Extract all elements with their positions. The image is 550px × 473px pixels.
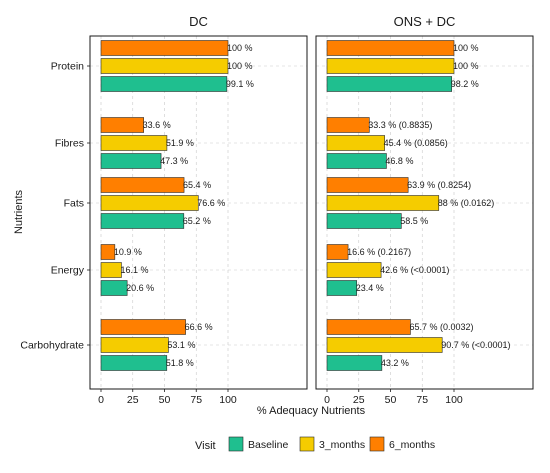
bar-Baseline-protein (100, 76, 228, 92)
data-label: 51.8 % (166, 358, 194, 368)
x-tick-label: 75 (416, 394, 428, 406)
bar-6_months-energy (100, 244, 116, 260)
data-label: 47.3 % (160, 156, 188, 166)
x-tick-label: 25 (127, 394, 139, 406)
data-label: 42.6 % (<0.0001) (380, 265, 449, 275)
bar-3_months-carbohydrate (326, 337, 443, 353)
data-label: 90.7 % (<0.0001) (441, 340, 510, 350)
legend-label: Baseline (248, 439, 288, 451)
bar-3_months-energy (100, 262, 122, 278)
bar-Baseline-energy (100, 280, 128, 296)
bar-3_months-protein (100, 58, 229, 74)
data-label: 63.9 % (0.8254) (407, 180, 471, 190)
x-tick-label: 100 (445, 394, 463, 406)
bar-3_months-energy (326, 262, 382, 278)
bars: 100 % 100 % 99.1 % 33.6 % 51.9 % 47.3 % 65.4 %… (100, 40, 254, 371)
y-axis-title: Nutrients (13, 189, 25, 234)
data-label: 43.2 % (381, 358, 409, 368)
panel-0: DC 100 % 100 % 99.1 % 33.6 % 51.9 % 47.3 % 65.4… (89, 14, 308, 406)
bar-6_months-fibres (326, 117, 370, 133)
bar-Baseline-carbohydrate (100, 355, 168, 371)
x-tick-label: 0 (324, 394, 330, 406)
x-tick-label: 50 (159, 394, 171, 406)
bar-3_months-fats (100, 195, 199, 211)
x-axis-ticks: 0 25 50 75 100 (98, 389, 237, 406)
bar-Baseline-fats (100, 213, 185, 229)
panel-frame (89, 35, 308, 390)
data-label: 100 % (227, 43, 253, 53)
data-label: 51.9 % (166, 138, 194, 148)
category-label: Carbohydrate (20, 340, 84, 352)
bar-3_months-fibres (326, 135, 385, 151)
bars: 100 % 100 % 98.2 % 33.3 % (0.8835) 45.4 % (0… (326, 40, 511, 371)
data-label: 65.7 % (0.0032) (409, 322, 473, 332)
bar-3_months-fats (326, 195, 440, 211)
panel-frame (315, 35, 534, 390)
category-label: Protein (51, 61, 84, 73)
legend: Visit Baseline 3_months 6_months (195, 436, 435, 452)
category-label: Energy (51, 265, 85, 277)
bar-6_months-energy (326, 244, 349, 260)
data-label: 99.1 % (226, 79, 254, 89)
legend-label: 3_months (319, 439, 365, 451)
bar-6_months-protein (326, 40, 455, 56)
data-label: 100 % (227, 61, 253, 71)
bar-6_months-carbohydrate (326, 319, 411, 335)
data-label: 33.6 % (143, 120, 171, 130)
category-label: Fats (64, 198, 84, 210)
bar-6_months-protein (100, 40, 229, 56)
bar-Baseline-fats (326, 213, 402, 229)
legend-title: Visit (195, 440, 216, 452)
x-tick-label: 0 (98, 394, 104, 406)
data-label: 66.6 % (185, 322, 213, 332)
x-tick-label: 75 (190, 394, 202, 406)
data-label: 46.8 % (385, 156, 413, 166)
bar-Baseline-fibres (326, 153, 387, 169)
data-label: 16.6 % (0.2167) (347, 247, 411, 257)
bar-Baseline-carbohydrate (326, 355, 383, 371)
panel-title: ONS + DC (394, 14, 456, 29)
x-tick-label: 50 (385, 394, 397, 406)
data-label: 16.1 % (120, 265, 148, 275)
bar-3_months-carbohydrate (100, 337, 169, 353)
data-label: 53.1 % (167, 340, 195, 350)
data-label: 100 % (453, 61, 479, 71)
data-label: 65.4 % (183, 180, 211, 190)
data-label: 98.2 % (451, 79, 479, 89)
legend-label: 6_months (389, 439, 435, 451)
data-label: 88 % (0.0162) (438, 198, 495, 208)
data-label: 33.3 % (0.8835) (368, 120, 432, 130)
data-label: 23.4 % (356, 283, 384, 293)
data-label: 58.5 % (400, 216, 428, 226)
x-tick-label: 25 (353, 394, 365, 406)
x-axis-title: % Adequacy Nutrients (257, 405, 366, 417)
bar-3_months-fibres (100, 135, 168, 151)
bar-Baseline-protein (326, 76, 453, 92)
bar-3_months-protein (326, 58, 455, 74)
bar-6_months-fats (326, 177, 409, 193)
bar-6_months-fibres (100, 117, 144, 133)
data-label: 45.4 % (0.0856) (384, 138, 448, 148)
legend-swatch-3_months (299, 436, 315, 452)
bar-6_months-fats (100, 177, 185, 193)
x-axis-ticks: 0 25 50 75 100 (324, 389, 463, 406)
data-label: 76.6 % (197, 198, 225, 208)
data-label: 10.9 % (114, 247, 142, 257)
bar-Baseline-energy (326, 280, 358, 296)
data-label: 65.2 % (183, 216, 211, 226)
legend-swatch-6_months (369, 436, 385, 452)
y-axis-categories: Protein Fibres Fats Energy Carbohydrate (20, 61, 90, 352)
legend-swatch-Baseline (228, 436, 244, 452)
data-label: 100 % (453, 43, 479, 53)
bar-Baseline-fibres (100, 153, 162, 169)
panel-1: ONS + DC 100 % 100 % 98.2 % 33.3 % (0.8835) 4… (315, 14, 534, 406)
category-label: Fibres (55, 138, 84, 150)
panel-title: DC (189, 14, 208, 29)
bar-6_months-carbohydrate (100, 319, 186, 335)
x-tick-label: 100 (219, 394, 237, 406)
data-label: 20.6 % (126, 283, 154, 293)
